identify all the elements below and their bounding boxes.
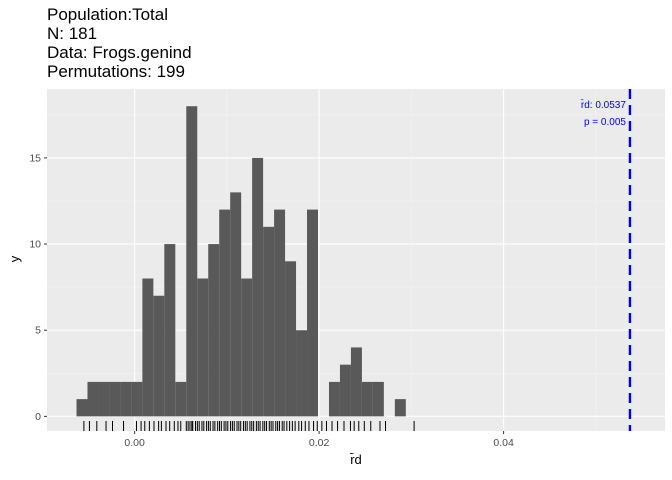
histogram-bar bbox=[197, 278, 209, 417]
histogram-bar bbox=[285, 261, 297, 417]
x-axis-label-text: r̄d bbox=[350, 452, 362, 467]
title-line-n: N: 181 bbox=[47, 24, 97, 43]
title-line-data: Data: Frogs.genind bbox=[47, 43, 192, 62]
histogram-bar bbox=[394, 399, 406, 417]
histogram-bar bbox=[76, 399, 88, 417]
histogram-bar bbox=[350, 347, 362, 417]
histogram-bar bbox=[131, 381, 143, 417]
p-value-label: p = 0.005 bbox=[584, 117, 626, 128]
x-axis: 0.00 0.02 0.04 bbox=[124, 431, 514, 449]
histogram-bar bbox=[164, 244, 176, 417]
x-axis-label: r̄d bbox=[350, 452, 362, 467]
histogram-bar bbox=[307, 209, 318, 417]
histogram-bars bbox=[76, 106, 406, 417]
histogram-bar bbox=[296, 330, 308, 417]
title-line-permutations: Permutations: 199 bbox=[47, 62, 185, 81]
histogram-bar bbox=[241, 278, 253, 417]
histogram-bar bbox=[142, 278, 154, 417]
chart-title: Population:Total N: 181 Data: Frogs.geni… bbox=[47, 5, 192, 81]
y-tick-label: 10 bbox=[29, 239, 41, 251]
x-tick-label: 0.02 bbox=[309, 437, 330, 449]
histogram-bar bbox=[219, 209, 231, 417]
x-tick-label: 0.04 bbox=[493, 437, 514, 449]
title-line-population: Population:Total bbox=[47, 5, 168, 24]
histogram-bar bbox=[175, 381, 187, 417]
y-axis: 0 5 10 15 bbox=[29, 152, 47, 423]
histogram-bar bbox=[87, 381, 99, 417]
histogram-bar bbox=[361, 381, 373, 417]
observed-value-label: r̄d: 0.0537 bbox=[580, 98, 626, 111]
histogram-bar bbox=[328, 381, 340, 417]
y-axis-label: y bbox=[7, 255, 22, 262]
y-tick-label: 0 bbox=[35, 411, 41, 423]
y-tick-label: 15 bbox=[29, 152, 41, 164]
histogram-bar bbox=[252, 157, 264, 417]
histogram-bar bbox=[372, 381, 384, 417]
histogram-bar bbox=[230, 192, 242, 417]
histogram-bar bbox=[263, 226, 275, 417]
y-tick-label: 5 bbox=[35, 325, 41, 337]
histogram-bar bbox=[339, 364, 351, 417]
histogram-bar bbox=[120, 381, 132, 417]
histogram-bar bbox=[208, 244, 220, 417]
rug-marks bbox=[83, 421, 415, 431]
histogram-bar bbox=[109, 381, 121, 417]
observed-value-marker: r̄d: 0.0537 p = 0.005 bbox=[580, 89, 632, 431]
histogram-bar bbox=[98, 381, 110, 417]
histogram-bar bbox=[153, 295, 165, 417]
histogram-bar bbox=[186, 106, 198, 417]
histogram-bar bbox=[274, 209, 286, 417]
x-tick-label: 0.00 bbox=[124, 437, 145, 449]
